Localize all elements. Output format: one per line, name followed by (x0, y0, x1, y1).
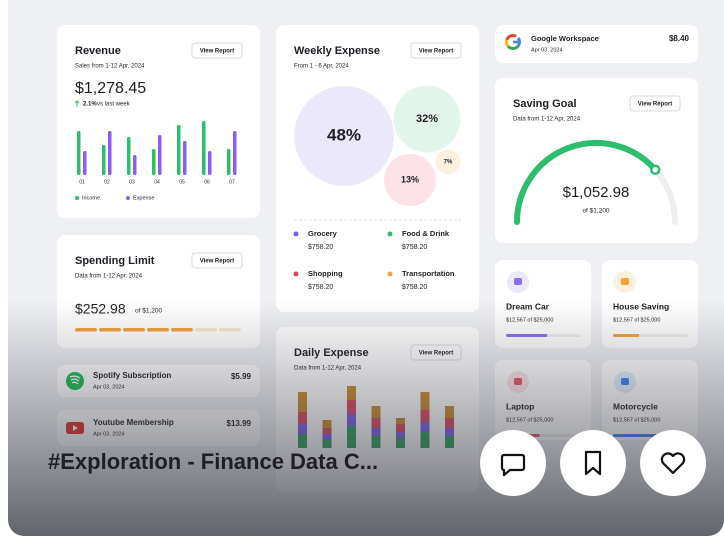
bar (208, 151, 212, 175)
button-icon (660, 452, 686, 475)
bubble (384, 154, 436, 206)
bar (77, 131, 81, 175)
button-icon (500, 453, 526, 477)
expense-amount: $758.20 (308, 244, 333, 251)
comment-button[interactable] (480, 430, 546, 496)
x-tick-label: 03 (129, 179, 135, 185)
card-subtitle: Data from 1-12 Apr, 2024 (513, 117, 581, 123)
bar (152, 149, 156, 175)
card-subtitle: Sales from 1-12 Apr, 2024 (75, 64, 145, 70)
like-button[interactable] (640, 430, 706, 496)
legend-dot (293, 231, 299, 237)
button-circle (480, 430, 546, 496)
view-report-button[interactable] (191, 252, 243, 269)
google-icon (505, 39, 510, 48)
change-text: vs last week (97, 102, 131, 108)
bar (108, 131, 112, 175)
amount-of: of $1,200 (582, 208, 609, 215)
bar (233, 131, 237, 175)
amount: $1,278.45 (75, 80, 146, 97)
goal-icon-glyph (621, 278, 629, 285)
frame: Revenue View Report Sales from 1-12 Apr, 2… (8, 0, 724, 536)
card (495, 78, 698, 243)
bubble-label: 32% (416, 113, 438, 125)
card-subtitle: Data from 1-12 Apr, 2024 (75, 274, 143, 280)
button-icon (584, 450, 602, 476)
bar (183, 141, 187, 175)
button-label: View Report (200, 259, 235, 265)
expense-amount: $758.20 (308, 284, 333, 291)
expense-name: Grocery (308, 229, 338, 238)
x-tick-label: 01 (79, 179, 85, 185)
shot-title: #Exploration - Finance Data C... (48, 449, 378, 474)
card-subtitle: From 1 - 6 Apr, 2024 (294, 64, 349, 70)
goal-icon-glyph (514, 278, 522, 285)
card-title: Saving Goal (513, 98, 577, 110)
amount: $1,052.98 (563, 184, 630, 201)
gauge-progress (514, 140, 659, 225)
legend-label: Expense (133, 195, 154, 201)
expense-name: Food & Drink (402, 229, 450, 238)
card (495, 25, 698, 63)
expense-name: Shopping (308, 269, 343, 278)
bubble-label: 7% (444, 160, 453, 166)
view-report-button[interactable] (191, 42, 243, 59)
legend-dot (387, 231, 393, 237)
x-tick-label: 04 (154, 179, 160, 185)
bubble (294, 86, 394, 186)
view-report-button[interactable] (629, 95, 681, 112)
bar (127, 137, 131, 175)
google-name: Google Workspace (531, 34, 599, 43)
card-title: Revenue (75, 45, 121, 57)
x-tick-label: 02 (104, 179, 110, 185)
google-amount: $8.40 (669, 34, 690, 43)
google-icon (506, 45, 520, 50)
bar (158, 135, 162, 175)
x-tick-label: 06 (204, 179, 210, 185)
button-label: View Report (638, 102, 673, 108)
overlay-shade (8, 300, 724, 536)
x-tick-label: 05 (179, 179, 185, 185)
legend-dot (387, 271, 393, 277)
bar (227, 149, 231, 175)
card-title: Weekly Expense (294, 45, 380, 57)
button-circle (560, 430, 626, 496)
expense-name: Transportation (402, 269, 455, 278)
change: 2.1% (83, 102, 97, 108)
button-label: View Report (200, 49, 235, 55)
bubble-label: 13% (401, 174, 419, 184)
bubble (393, 85, 461, 153)
bar (133, 155, 137, 175)
legend-label: Income (82, 195, 100, 201)
expense-amount: $758.20 (402, 244, 427, 251)
google-date: Apr 03, 2024 (531, 47, 563, 53)
legend-dot (75, 196, 79, 200)
bar (83, 151, 87, 175)
google-icon (505, 34, 517, 41)
button-circle (640, 430, 706, 496)
x-tick-label: 07 (229, 179, 235, 185)
button-label: View Report (419, 49, 454, 55)
save-button[interactable] (560, 430, 626, 496)
up-arrow (74, 100, 80, 107)
legend-dot (126, 196, 130, 200)
view-report-button[interactable] (410, 42, 462, 59)
bar (202, 121, 206, 175)
expense-amount: $758.20 (402, 284, 427, 291)
bar (102, 145, 106, 175)
card-title: Spending Limit (75, 255, 155, 267)
bar (177, 125, 181, 175)
bubble (435, 149, 461, 175)
legend-dot (293, 271, 299, 277)
gauge-knob (650, 164, 661, 176)
bubble-label: 48% (327, 125, 361, 144)
